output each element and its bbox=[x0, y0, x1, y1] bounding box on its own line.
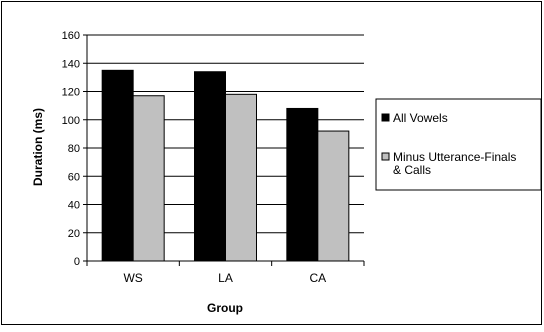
legend-label: & Calls bbox=[393, 163, 431, 177]
legend-swatch bbox=[381, 113, 390, 122]
bar-ca-series-1 bbox=[286, 107, 319, 262]
x-tick-label: WS bbox=[123, 271, 142, 285]
x-tick-label: CA bbox=[309, 271, 326, 285]
bar-ws-series-2 bbox=[132, 95, 165, 262]
y-tick-label: 40 bbox=[68, 200, 80, 212]
legend-label: Minus Utterance-Finals bbox=[393, 150, 516, 164]
legend-box bbox=[375, 98, 542, 191]
x-tick-label: LA bbox=[218, 271, 233, 285]
y-tick-label: 120 bbox=[62, 87, 80, 99]
legend-swatch bbox=[381, 152, 390, 161]
bar-la-series-2 bbox=[225, 93, 257, 262]
y-tick-label: 80 bbox=[68, 143, 80, 155]
bar-la-series-1 bbox=[194, 71, 226, 262]
legend-label: All Vowels bbox=[393, 111, 448, 125]
y-tick-labels: 0 20 40 60 80 100 120 140 160 bbox=[62, 30, 80, 268]
x-tick-labels: WS LA CA bbox=[123, 271, 326, 285]
y-tick-label: 20 bbox=[68, 228, 80, 240]
y-tick-label: 140 bbox=[62, 58, 80, 70]
bar-ws-series-1 bbox=[101, 69, 134, 262]
bars bbox=[101, 69, 350, 262]
x-axis-label: Group bbox=[207, 301, 243, 315]
y-tick-label: 60 bbox=[68, 171, 80, 183]
y-axis-label: Duration (ms) bbox=[31, 108, 45, 186]
y-tick-label: 100 bbox=[62, 115, 80, 127]
legend: All Vowels Minus Utterance-Finals& Calls bbox=[381, 111, 516, 177]
axes bbox=[83, 34, 365, 266]
y-tick-label: 160 bbox=[62, 30, 80, 42]
bar-ca-series-2 bbox=[317, 130, 350, 262]
y-tick-label: 0 bbox=[74, 256, 80, 268]
